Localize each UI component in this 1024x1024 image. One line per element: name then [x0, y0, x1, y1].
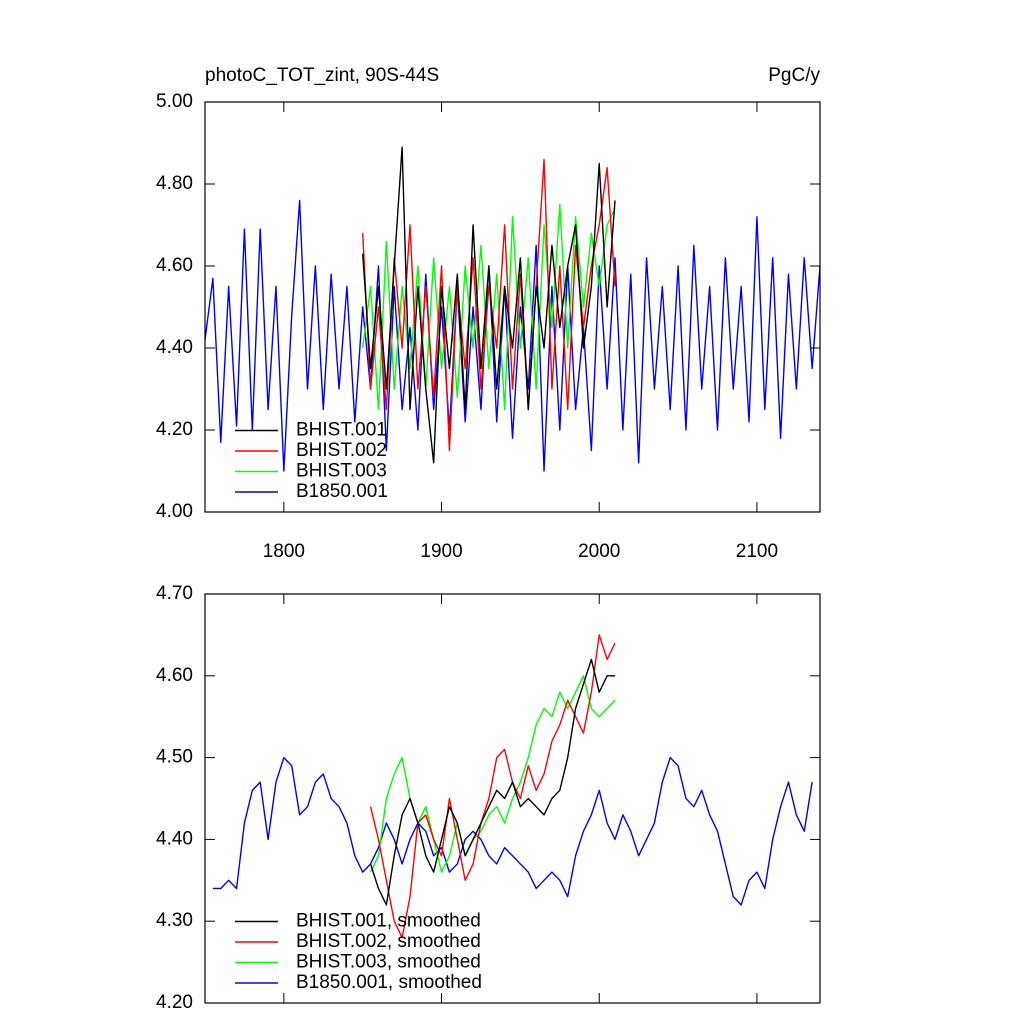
y-tick-label: 4.30: [156, 910, 193, 931]
legend-label: BHIST.001, smoothed: [296, 911, 481, 932]
series-line: [369, 675, 616, 873]
legend-label: BHIST.003: [296, 461, 387, 482]
legend-label: BHIST.002: [296, 440, 387, 461]
series-line: [361, 146, 616, 464]
plot-frame: [204, 593, 821, 1004]
chart-title: photoC_TOT_zint, 90S-44S: [205, 65, 439, 86]
series-line: [204, 199, 821, 472]
y-tick-label: 4.40: [156, 828, 193, 849]
y-tick-label: 4.60: [156, 665, 193, 686]
y-tick-label: 4.70: [156, 583, 193, 604]
y-tick-label: 4.00: [156, 501, 193, 522]
legend-label: B1850.001: [296, 481, 388, 502]
legend-label: BHIST.001: [296, 420, 387, 441]
y-tick-label: 4.20: [156, 992, 193, 1013]
y-tick-label: 4.50: [156, 747, 193, 768]
legend-label: BHIST.002, smoothed: [296, 931, 481, 952]
y-tick-label: 5.00: [156, 91, 193, 112]
x-tick-label: 2100: [736, 541, 778, 562]
y-tick-label: 4.60: [156, 255, 193, 276]
series-line: [212, 756, 813, 906]
y-tick-label: 4.20: [156, 419, 193, 440]
y-tick-label: 4.40: [156, 337, 193, 358]
series-line: [369, 658, 615, 906]
y-tick-label: 4.80: [156, 173, 193, 194]
x-tick-label: 2000: [578, 541, 620, 562]
x-tick-label: 1800: [263, 541, 305, 562]
plot-frame: [204, 101, 821, 513]
series-line: [361, 158, 616, 452]
legend-label: BHIST.003, smoothed: [296, 952, 481, 973]
units-label: PgC/y: [768, 65, 820, 86]
legend-label: B1850.001, smoothed: [296, 972, 482, 993]
x-tick-label: 1900: [420, 541, 462, 562]
